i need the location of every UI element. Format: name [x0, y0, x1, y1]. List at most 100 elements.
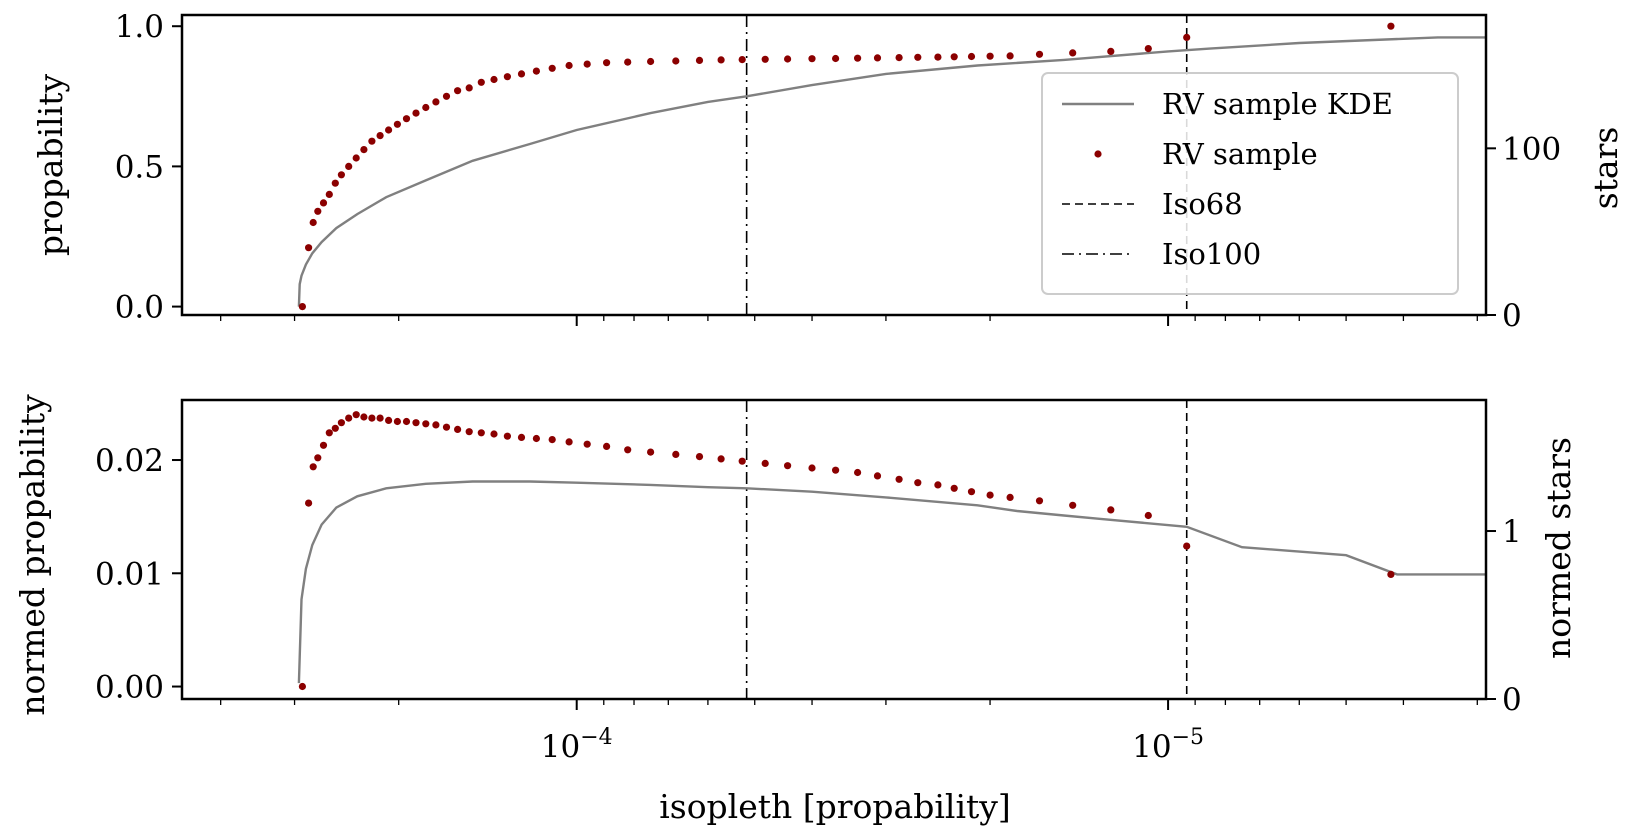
bottom-rv-point: [412, 419, 420, 427]
bottom-rv-point: [314, 454, 322, 462]
bottom-rv-point: [854, 468, 862, 477]
top-y2-tick-label: 0: [1502, 298, 1522, 334]
bottom-rv-point: [548, 436, 556, 444]
bottom-rv-point: [784, 462, 792, 470]
bottom-y2-axis-label: normed stars: [1539, 437, 1578, 659]
bottom-rv-point: [368, 414, 376, 422]
top-rv-point: [1387, 22, 1395, 30]
top-rv-point: [432, 98, 440, 106]
bottom-rv-point: [490, 430, 498, 438]
bottom-y2-tick-label: 0: [1502, 682, 1522, 718]
top-rv-point: [337, 171, 345, 179]
bottom-rv-point: [298, 682, 306, 691]
top-rv-point: [1069, 49, 1077, 57]
bottom-rv-point: [532, 434, 541, 443]
legend-label: RV sample: [1162, 137, 1318, 171]
top-rv-point: [717, 56, 725, 64]
top-frame-rect: [180, 13, 1488, 317]
bottom-rv-point: [695, 453, 704, 461]
top-rv-point: [360, 146, 368, 154]
x-axis-label: isopleth [propability]: [659, 787, 1011, 826]
top-axes-frame: [180, 13, 1488, 317]
top-rv-point: [565, 61, 573, 70]
top-rv-point: [1183, 33, 1191, 42]
bottom-y-tick-label: 0.02: [95, 443, 164, 479]
top-rv-point: [422, 103, 430, 112]
top-ticks: 0.0 0.5 1.0 0 100: [115, 9, 1561, 334]
bottom-rv-point: [986, 491, 994, 499]
top-y2-tick-label: 100: [1502, 131, 1561, 167]
bottom-rv-point: [465, 428, 473, 436]
top-rv-point: [331, 179, 339, 187]
top-rv-point: [298, 303, 306, 311]
bottom-rv-point: [319, 441, 328, 449]
top-rv-point: [345, 162, 353, 170]
bottom-rv-point: [1069, 501, 1077, 509]
top-rv-point: [647, 57, 655, 66]
bottom-rv-point: [738, 457, 746, 465]
top-y-tick-label: 0.5: [115, 149, 164, 185]
bottom-rv-point: [402, 417, 411, 426]
bottom-rv-point: [967, 488, 976, 496]
top-rv-point: [393, 120, 401, 128]
top-rv-point: [402, 115, 411, 123]
x-tick-label: 10−4: [541, 725, 613, 765]
top-rv-point: [490, 75, 498, 84]
top-rv-point: [603, 59, 611, 67]
top-rv-point: [1107, 47, 1115, 56]
bottom-rv-point: [808, 464, 816, 472]
bottom-rv-point: [647, 448, 655, 456]
bottom-rv-point: [360, 413, 368, 421]
top-y2-axis-label: stars: [1586, 127, 1625, 210]
top-rv-point: [352, 154, 360, 162]
bottom-rv-point: [477, 429, 485, 437]
bottom-rv-point: [934, 481, 942, 489]
top-series-group: [297, 22, 1486, 311]
bottom-rv-point: [832, 466, 840, 474]
top-rv-point: [309, 218, 317, 227]
bottom-rv-point: [1035, 497, 1044, 505]
top-panel: 0.0 0.5 1.0 0 100 propability stars: [31, 9, 1625, 334]
bottom-rv-point: [393, 417, 401, 426]
top-rv-point: [442, 92, 451, 100]
top-y-tick-label: 1.0: [115, 9, 164, 45]
top-rv-point: [967, 52, 976, 61]
top-rv-point: [477, 78, 485, 86]
bottom-rv-point: [914, 479, 922, 487]
x-tick-label: 10−5: [1132, 725, 1204, 765]
top-rv-point: [854, 54, 862, 62]
bottom-y-tick-label: 0.00: [95, 670, 164, 706]
bottom-rv-point: [672, 450, 680, 458]
bottom-rv-point: [325, 429, 333, 437]
bottom-rv-point: [603, 442, 611, 450]
bottom-y-tick-label: 0.01: [95, 556, 164, 592]
bottom-rv-point: [503, 432, 511, 440]
top-rv-point: [986, 52, 994, 60]
top-rv-point: [1035, 50, 1044, 58]
top-rv-point: [325, 190, 333, 198]
top-rv-point: [385, 126, 393, 134]
top-rv-point: [761, 55, 769, 63]
top-rv-point: [895, 54, 903, 62]
top-rv-point: [548, 64, 556, 72]
bottom-rv-point: [1144, 511, 1152, 520]
top-rv-point: [376, 132, 384, 140]
top-rv-point: [503, 73, 511, 81]
bottom-rv-point: [950, 484, 958, 492]
bottom-series-group: [297, 411, 1486, 691]
bottom-rv-point: [1006, 493, 1014, 501]
bottom-rv-point: [583, 440, 591, 448]
top-rv-point: [314, 207, 322, 215]
top-rv-point: [368, 137, 376, 145]
legend-entries: RV sample KDE RV sample Iso68 Iso100: [1062, 87, 1393, 271]
top-rv-point: [465, 84, 473, 92]
bottom-frame-rect: [180, 398, 1488, 701]
top-y-axis-label: propability: [31, 74, 70, 257]
top-rv-point: [695, 56, 704, 64]
top-rv-point: [624, 58, 632, 66]
bottom-rv-point: [517, 433, 526, 441]
legend-label: Iso100: [1162, 237, 1261, 271]
top-rv-point: [412, 109, 420, 117]
bottom-y-axis-label: normed propability: [13, 394, 52, 716]
